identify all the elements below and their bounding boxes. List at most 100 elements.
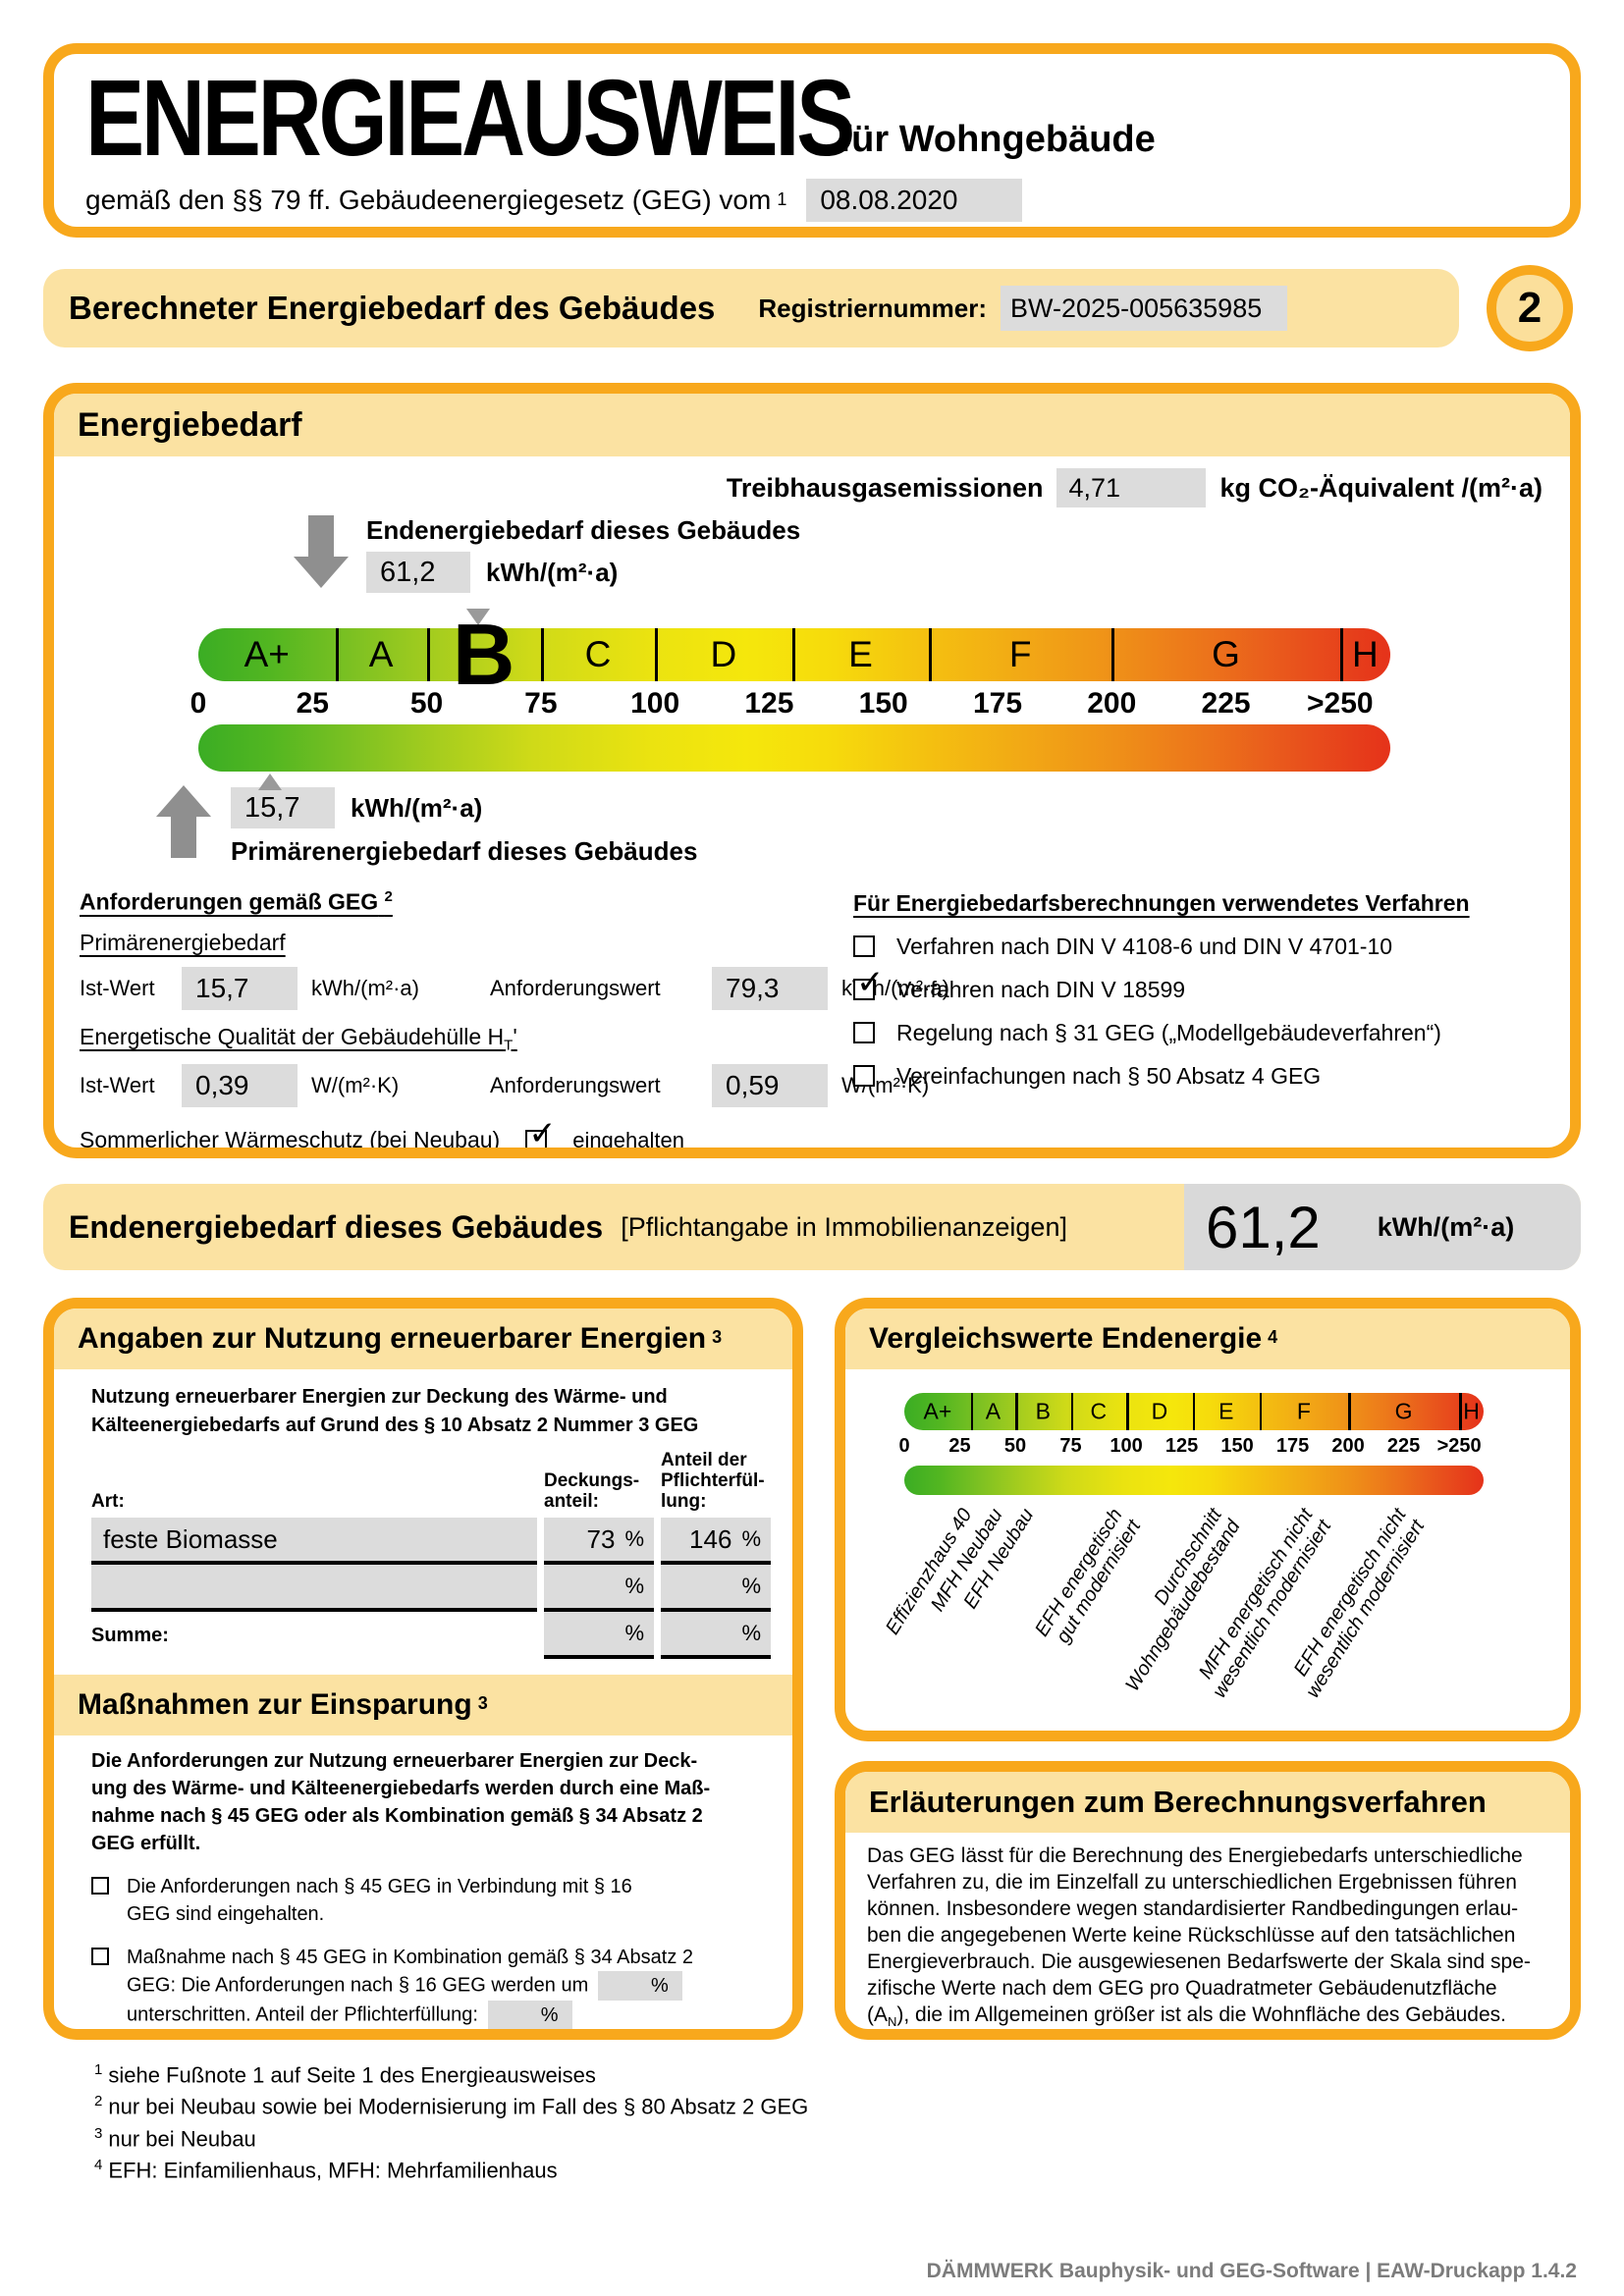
method-column: Für Energiebedarfsberechnungen verwendet… (808, 888, 1544, 1148)
method-checkbox-modellgebaeude[interactable]: ✓ (853, 1022, 875, 1043)
primary-energy-value-field[interactable]: 15,7 (231, 787, 335, 828)
cmp-tick-row: 0 25 50 75 100 125 150 175 200 225 >250 (898, 1430, 1484, 1466)
renewables-table: Art: Deckungs- anteil: Anteil der Pflich… (91, 1450, 771, 1659)
method-item: ✓ Regelung nach § 31 GEG („Modellgebäude… (853, 1020, 1544, 1046)
method-item: ✓ Verfahren nach DIN V 18599 (853, 966, 1544, 1003)
vergleichswerte-panel: Vergleichswerte Endenergie 4 A+ A B C D E F G H … (835, 1298, 1581, 1741)
coverage-field-row1[interactable]: 73% (544, 1518, 654, 1565)
title-row: ENERGIEAUSWEIS für Wohngebäude (85, 65, 1543, 172)
scale-class-D: D (710, 634, 737, 674)
scale-tick: 125 (1164, 1435, 1199, 1457)
scale-class-B: B (452, 606, 515, 703)
primary-anf-field[interactable]: 79,3 (712, 966, 828, 1010)
banner-note: [Pflichtangabe in Immobilienanzeigen] (621, 1211, 1067, 1242)
art-field-row1[interactable]: feste Biomasse (91, 1518, 537, 1565)
scale-tick: 100 (630, 687, 680, 720)
obligation-field-row2[interactable]: % (661, 1565, 771, 1612)
massnahmen-checkbox-1[interactable]: ✓ (91, 1877, 109, 1895)
scale-class-A+: A+ (923, 1398, 952, 1424)
primary-requirement-subheading: Primärenergiebedarf (80, 929, 286, 955)
scale-class-A: A (368, 634, 394, 674)
scale-tick: 150 (858, 687, 908, 720)
vergleichswerte-title-footnote: 4 (1268, 1326, 1278, 1347)
scale-tick: 75 (524, 687, 558, 720)
section-title: Berechneter Energiebedarf des Gebäudes (69, 290, 716, 326)
class-divider (426, 628, 430, 681)
requirements-heading: Anforderungen gemäß GEG 2 (80, 888, 393, 915)
scale-tick: 225 (1201, 687, 1251, 720)
end-energy-banner: Endenergiebedarf dieses Gebäudes [Pflich… (43, 1184, 1581, 1270)
primary-ist-field[interactable]: 15,7 (182, 966, 298, 1010)
document-subtitle: für Wohngebäude (839, 118, 1156, 160)
summer-heat-protection-checkbox[interactable]: ✓ (525, 1117, 557, 1148)
registration-label: Registriernummer: (758, 293, 988, 323)
main-tick-row: 0 25 50 75 100 125 150 175 200 225 >250 (190, 681, 1390, 724)
method-item: ✓ Vereinfachungen nach § 50 Absatz 4 GEG (853, 1063, 1544, 1090)
banner-value: 61,2 (1206, 1194, 1321, 1260)
down-arrow-icon (294, 515, 349, 588)
class-divider (970, 1393, 974, 1430)
class-divider (655, 628, 659, 681)
scale-class-G: G (1394, 1398, 1413, 1424)
scale-tick: 75 (1059, 1435, 1082, 1457)
ist-label: Ist-Wert (80, 975, 155, 1000)
obligation-sum-field[interactable]: % (661, 1612, 771, 1659)
scale-tick: 25 (296, 687, 329, 720)
method-checkbox-din4108[interactable]: ✓ (853, 935, 875, 957)
massnahmen-title-footnote: 3 (477, 1692, 488, 1713)
massnahmen-checkbox-2[interactable]: ✓ (91, 1948, 109, 1965)
scale-tick: 50 (409, 687, 444, 720)
envelope-ist-unit: W/(m²·K) (311, 1073, 400, 1098)
geg-date-field[interactable]: 08.08.2020 (806, 178, 1023, 222)
scale-tick: 100 (1110, 1435, 1143, 1457)
coverage-field-row2[interactable]: % (544, 1565, 654, 1612)
method-checkbox-din18599[interactable]: ✓ (853, 966, 885, 1000)
comparison-label: EFH energetisch gut modernisiert (1031, 1505, 1146, 1647)
vergleichswerte-header: Vergleichswerte Endenergie 4 (845, 1308, 1570, 1369)
massnahmen-item-2: ✓ Maßnahme nach § 45 GEG in Kombination … (91, 1944, 771, 2029)
energy-class-scale: A+ A B C D E F G H 0 25 50 75 100 125 150 175 200 225 >250 (190, 606, 1390, 790)
main-letter-band: A+ A B C D E F G H (198, 606, 1390, 703)
art-field-row2[interactable] (91, 1565, 537, 1612)
end-energy-value-field[interactable]: 61,2 (366, 552, 470, 593)
renewables-title: Angaben zur Nutzung erneuerbarer Energie… (78, 1322, 707, 1355)
column-header-art: Art: (91, 1491, 125, 1512)
class-divider (335, 628, 339, 681)
primary-requirement-row: Ist-Wert 15,7 kWh/(m²·a) Anforderungswer… (80, 966, 949, 1010)
scale-tick: 50 (1003, 1435, 1027, 1457)
vergleichswerte-title: Vergleichswerte Endenergie (869, 1322, 1263, 1355)
summer-heat-protection-row: Sommerlicher Wärmeschutz (bei Neubau) ✓ … (80, 1117, 808, 1153)
massnahmen-header: Maßnahmen zur Einsparung 3 (54, 1675, 792, 1735)
method-checkbox-vereinfachungen[interactable]: ✓ (853, 1065, 875, 1087)
scale-class-E: E (1218, 1398, 1234, 1424)
section-bar: Berechneter Energiebedarf des Gebäudes R… (43, 269, 1459, 347)
scale-class-F: F (1296, 1398, 1311, 1424)
unterschreitung-percent-field[interactable]: % (597, 1971, 682, 2001)
envelope-ist-field[interactable]: 0,39 (182, 1064, 298, 1108)
class-divider (1192, 1393, 1196, 1430)
end-energy-unit: kWh/(m²·a) (486, 557, 619, 587)
end-energy-block: Endenergiebedarf dieses Gebäudes 61,2 kW… (294, 515, 1544, 593)
registration-number-field[interactable]: BW-2025-005635985 (1001, 286, 1288, 331)
erlaeuterungen-panel: Erläuterungen zum Berechnungsverfahren D… (835, 1761, 1581, 2040)
coverage-sum-field[interactable]: % (544, 1612, 654, 1659)
law-reference-row: gemäß den §§ 79 ff. Gebäudeenergiegesetz… (85, 178, 1543, 222)
envelope-anf-field[interactable]: 0,59 (712, 1064, 828, 1108)
gradient-bar (198, 724, 1390, 772)
up-arrow-icon (156, 785, 211, 858)
energiebedarf-title: Energiebedarf (78, 405, 302, 444)
cmp-gradient-bar (904, 1466, 1484, 1495)
energiebedarf-panel-header: Energiebedarf (54, 394, 1570, 456)
class-divider (1348, 1393, 1351, 1430)
software-footer: DÄMMWERK Bauphysik- und GEG-Software | E… (926, 2260, 1577, 2282)
summer-heat-protection-label: Sommerlicher Wärmeschutz (bei Neubau) (80, 1127, 501, 1153)
pflichterfuellung-percent-field[interactable]: % (487, 2001, 572, 2029)
envelope-quality-subheading: Energetische Qualität der Gebäudehülle H… (80, 1023, 517, 1054)
scale-class-E: E (848, 634, 873, 674)
ghg-value-field[interactable]: 4,71 (1056, 468, 1207, 507)
check-icon: ✓ (856, 964, 885, 1001)
comparison-labels: Effizienzhaus 40 MFH Neubau EFH Neubau EFH … (881, 1495, 1484, 1729)
obligation-field-row1[interactable]: 146% (661, 1518, 771, 1565)
banner-title: Endenergiebedarf dieses Gebäudes (69, 1208, 604, 1245)
